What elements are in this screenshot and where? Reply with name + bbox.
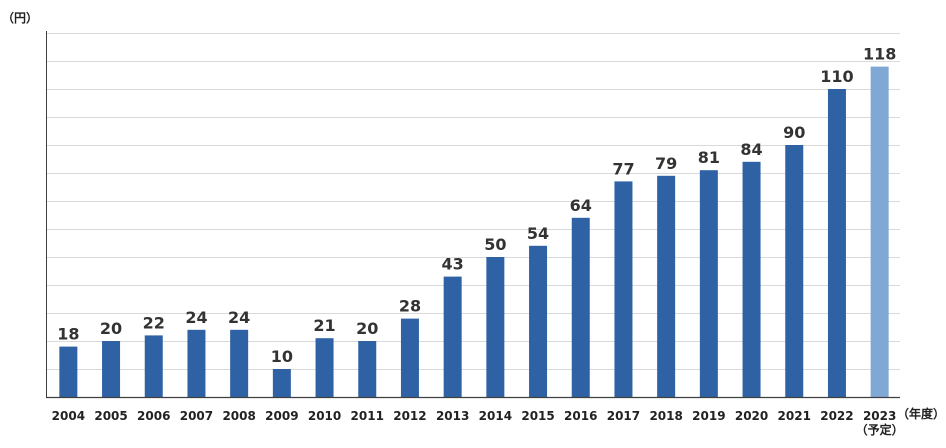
bar-2021 [785, 145, 804, 397]
bar-2010 [315, 338, 334, 397]
bar-2022 [827, 89, 846, 397]
x-tick-2010: 2010 [308, 409, 341, 423]
gridlines [46, 33, 900, 370]
data-label-2017: 77 [612, 159, 634, 178]
data-label-2023: 118 [863, 45, 896, 64]
x-tick-labels: 2004 2005 2006 2007 2008 2009 2010 2011 2012 2013… [52, 409, 904, 437]
bar-2018 [657, 175, 676, 397]
x-tick-2012: 2012 [393, 409, 426, 423]
bar-2017 [614, 181, 633, 397]
bar-2023 [870, 66, 889, 397]
x-tick-2017: 2017 [607, 409, 640, 423]
data-label-2005: 20 [100, 319, 122, 338]
bar-2006 [144, 335, 163, 397]
data-label-2018: 79 [655, 154, 677, 173]
x-tick-2019: 2019 [692, 409, 725, 423]
x-tick-2020: 2020 [735, 409, 768, 423]
x-tick-2023: 2023 [863, 409, 896, 423]
data-label-2013: 43 [442, 255, 464, 274]
data-label-2011: 20 [356, 319, 378, 338]
data-label-2020: 84 [740, 140, 762, 159]
x-tick-2014: 2014 [479, 409, 512, 423]
data-label-2006: 22 [143, 313, 165, 332]
bar-2007 [187, 329, 206, 397]
x-tick-2011: 2011 [351, 409, 384, 423]
x-tick-note-2023: （予定） [856, 422, 904, 437]
x-tick-2008: 2008 [222, 409, 255, 423]
y-axis-unit-label: （円） [2, 10, 38, 25]
bar-2014 [486, 257, 505, 397]
data-label-2004: 18 [57, 325, 79, 344]
data-label-2009: 10 [271, 347, 293, 366]
x-tick-2018: 2018 [649, 409, 682, 423]
x-tick-2022: 2022 [820, 409, 853, 423]
data-label-2008: 24 [228, 308, 250, 327]
x-tick-2004: 2004 [52, 409, 85, 423]
bar-2004 [59, 346, 78, 397]
x-tick-2016: 2016 [564, 409, 597, 423]
data-label-2010: 21 [313, 316, 335, 335]
data-label-2016: 64 [570, 196, 592, 215]
bar-2005 [102, 341, 121, 397]
data-label-2014: 50 [484, 235, 506, 254]
data-label-2021: 90 [783, 123, 805, 142]
bar-2011 [358, 341, 377, 397]
data-label-2019: 81 [698, 148, 720, 167]
data-label-2022: 110 [820, 67, 853, 86]
x-tick-2009: 2009 [265, 409, 298, 423]
bars [59, 66, 889, 397]
x-tick-2015: 2015 [521, 409, 554, 423]
bar-2009 [272, 369, 291, 397]
x-tick-2006: 2006 [137, 409, 170, 423]
x-tick-2007: 2007 [180, 409, 213, 423]
data-label-2007: 24 [185, 308, 207, 327]
bar-2008 [230, 329, 249, 397]
data-labels: 18 20 22 24 24 10 21 20 28 43 50 54 64 77 79 81 84 90 110 1… [57, 45, 896, 366]
bar-2020 [742, 161, 761, 397]
bar-2012 [400, 318, 419, 397]
bar-2019 [699, 170, 718, 397]
x-axis-unit-label: （年度） [897, 406, 945, 421]
x-tick-2005: 2005 [94, 409, 127, 423]
data-label-2015: 54 [527, 224, 549, 243]
x-tick-2013: 2013 [436, 409, 469, 423]
x-tick-2021: 2021 [778, 409, 811, 423]
bar-2013 [443, 276, 462, 397]
data-label-2012: 28 [399, 297, 421, 316]
bar-2016 [571, 217, 590, 397]
bar-2015 [529, 245, 548, 397]
